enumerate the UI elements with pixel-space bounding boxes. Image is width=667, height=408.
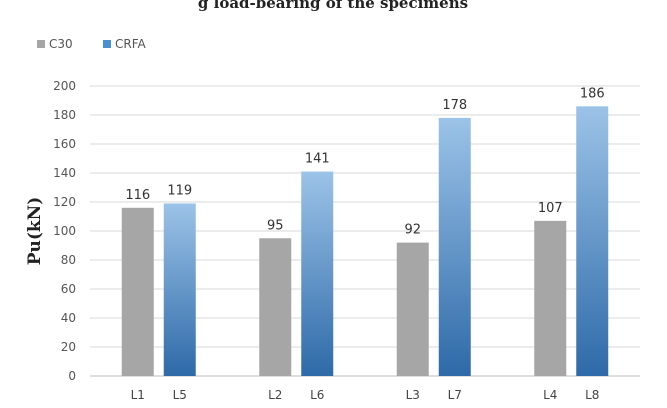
bar-crfa-l7 [438,117,471,377]
y-tick-label-100: 100 [53,224,76,238]
y-tick-label-200: 200 [53,79,76,93]
data-label-l5: 119 [167,183,192,198]
data-labels: 116 119 95 141 92 178 107 186 [125,86,604,237]
data-label-l8: 186 [580,86,605,101]
legend-label-crfa: CRFA [115,37,147,51]
legend: C30 CRFA [37,37,147,51]
bar-c30-l4 [534,220,567,376]
bar-crfa-l5 [163,203,196,376]
bar-crfa-l6 [301,171,334,376]
y-axis-ticks: 0 20 40 60 80 100 120 140 160 180 200 [53,79,76,383]
data-label-l7: 178 [442,98,467,113]
bars [121,106,609,377]
chart-title: g load-bearing of the specimens [198,0,468,12]
category-label-l3: L3 [406,388,420,402]
y-tick-label-120: 120 [53,195,76,209]
legend-label-c30: C30 [49,37,73,51]
legend-swatch-crfa [103,40,111,48]
data-label-l4: 107 [538,201,563,216]
bar-c30-l3 [396,242,429,376]
data-label-l2: 95 [267,218,284,233]
category-label-l2: L2 [268,388,282,402]
category-label-l7: L7 [448,388,462,402]
category-label-l1: L1 [131,388,145,402]
y-tick-label-60: 60 [61,282,76,296]
category-label-l8: L8 [585,388,599,402]
legend-swatch-c30 [37,40,45,48]
y-tick-label-160: 160 [53,137,76,151]
category-label-l6: L6 [310,388,324,402]
data-label-l6: 141 [305,152,330,167]
bar-c30-l1 [121,207,154,376]
y-axis-label: Pu(kN) [25,197,45,266]
y-tick-label-180: 180 [53,108,76,122]
y-tick-label-0: 0 [68,369,76,383]
y-tick-label-80: 80 [61,253,76,267]
y-tick-label-20: 20 [61,340,76,354]
data-label-l3: 92 [404,223,421,238]
y-tick-label-40: 40 [61,311,76,325]
bar-crfa-l8 [576,106,609,377]
bar-c30-l2 [259,238,292,376]
category-label-l5: L5 [173,388,187,402]
category-labels: L1 L5 L2 L6 L3 L7 L4 L8 [131,388,600,402]
data-label-l1: 116 [125,188,150,203]
y-tick-label-140: 140 [53,166,76,180]
category-label-l4: L4 [543,388,557,402]
